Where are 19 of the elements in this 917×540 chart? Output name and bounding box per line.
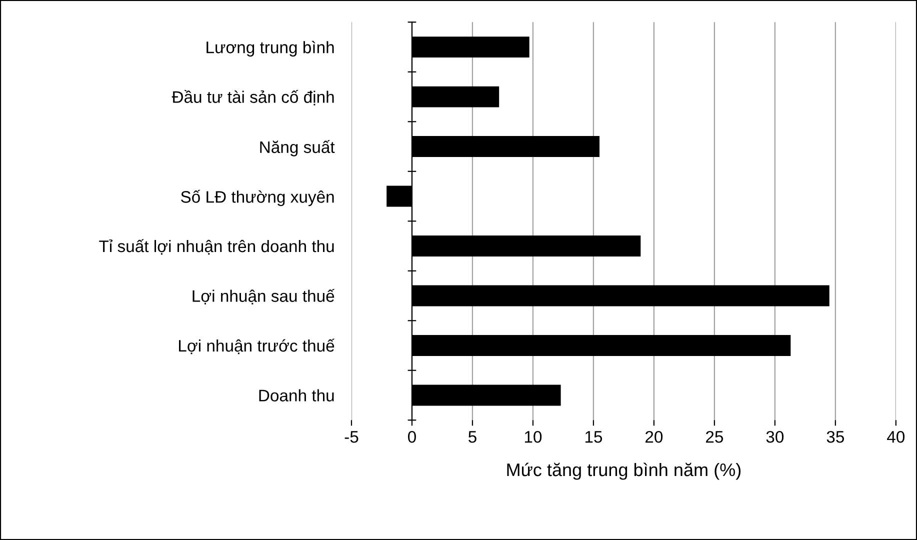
x-tick-label: 25 xyxy=(706,430,724,443)
y-tick-label: Lợi nhuận trước thuế xyxy=(179,338,335,354)
x-tick-label: 40 xyxy=(887,430,905,443)
y-tick-label: Doanh thu xyxy=(259,389,334,402)
y-tick-label: Năng suất xyxy=(260,140,335,156)
x-tick-label: 20 xyxy=(646,430,663,443)
x-tick-label: 10 xyxy=(524,430,542,443)
y-tick-label: Số LĐ thường xuyên xyxy=(181,190,334,206)
x-tick-label: -5 xyxy=(344,431,358,443)
x-axis-title: Mức tăng trung bình năm (%) xyxy=(507,462,741,480)
x-tick-label: 30 xyxy=(766,430,784,443)
x-tick-label: 35 xyxy=(826,430,844,443)
y-tick-label: Lương trung bình xyxy=(206,40,334,57)
y-tick-label: Lợi nhuận sau thuế xyxy=(192,288,335,304)
x-tick-label: 0 xyxy=(408,430,416,443)
x-tick-label: 5 xyxy=(468,431,476,443)
y-tick-label: Đầu tư tài sản cố định xyxy=(172,90,334,106)
x-tick-label: 15 xyxy=(585,431,602,443)
y-tick-label: Tỉ suất lợi nhuận trên doanh thu xyxy=(99,239,334,255)
